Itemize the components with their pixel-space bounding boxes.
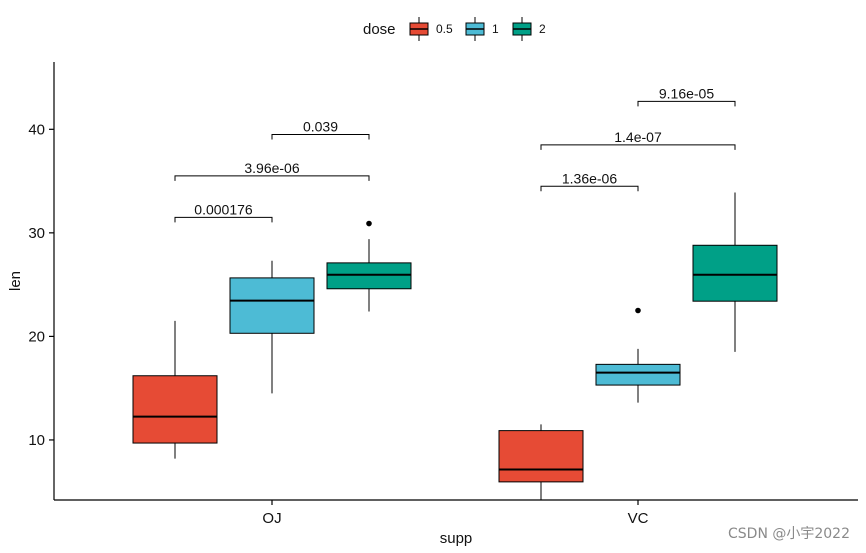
box-body [595,363,681,386]
legend-title: dose [363,21,396,38]
box-body [229,277,315,334]
bracket-line [271,133,370,140]
bracket-line [174,216,273,223]
box-vc-dose-2 [692,192,778,352]
axes: 10 20 30 40 OJ VC supp len [7,62,858,547]
legend-label: 2 [539,22,546,36]
box-series [132,192,778,500]
box-vc-dose-1 [595,307,681,403]
box-oj-dose-0.5 [132,320,218,459]
y-tick-label: 30 [28,225,45,242]
p-value-label: 1.36e-06 [562,170,617,186]
y-tick-label: 40 [28,121,45,138]
legend-label: 0.5 [436,22,453,36]
box-oj-dose-2 [326,220,412,312]
p-value-label: 1.4e-07 [614,129,662,145]
bracket-line [540,144,736,150]
legend-label: 1 [492,22,499,36]
comparison-bracket: 1.4e-07 [540,129,736,150]
x-tick-label: OJ [262,510,281,527]
box-body [498,430,584,483]
box-vc-dose-0.5 [498,424,584,500]
box-oj-dose-1 [229,260,315,394]
y-tick-label: 20 [28,328,45,345]
watermark: CSDN @小宇2022 [728,526,850,542]
legend: dose 0.5 1 2 [363,17,546,41]
comparison-brackets: 0.000176 3.96e-06 0.039 1.36e-06 1.4e-07 9.16… [174,85,736,223]
bracket-line [540,185,639,192]
bracket-line [174,175,370,181]
outlier-point [366,220,372,227]
box-body [692,244,778,302]
comparison-bracket: 3.96e-06 [174,160,370,181]
comparison-bracket: 1.36e-06 [540,170,639,192]
p-value-label: 3.96e-06 [244,160,299,176]
legend-entry: 0.5 [409,17,453,41]
outlier-point [635,307,641,314]
box-body [132,375,218,444]
x-tick-label: VC [628,510,649,527]
comparison-bracket: 9.16e-05 [637,85,736,107]
comparison-bracket: 0.000176 [174,201,273,223]
box-body [326,262,412,290]
comparison-bracket: 0.039 [271,118,370,140]
legend-entry: 1 [465,17,499,41]
bracket-line [637,100,736,107]
p-value-label: 9.16e-05 [659,85,714,101]
p-value-label: 0.039 [303,118,338,134]
y-tick-label: 10 [28,432,45,449]
legend-entry: 2 [512,17,546,41]
p-value-label: 0.000176 [194,201,253,217]
x-axis-title: supp [440,530,473,547]
y-axis-title: len [7,271,24,291]
